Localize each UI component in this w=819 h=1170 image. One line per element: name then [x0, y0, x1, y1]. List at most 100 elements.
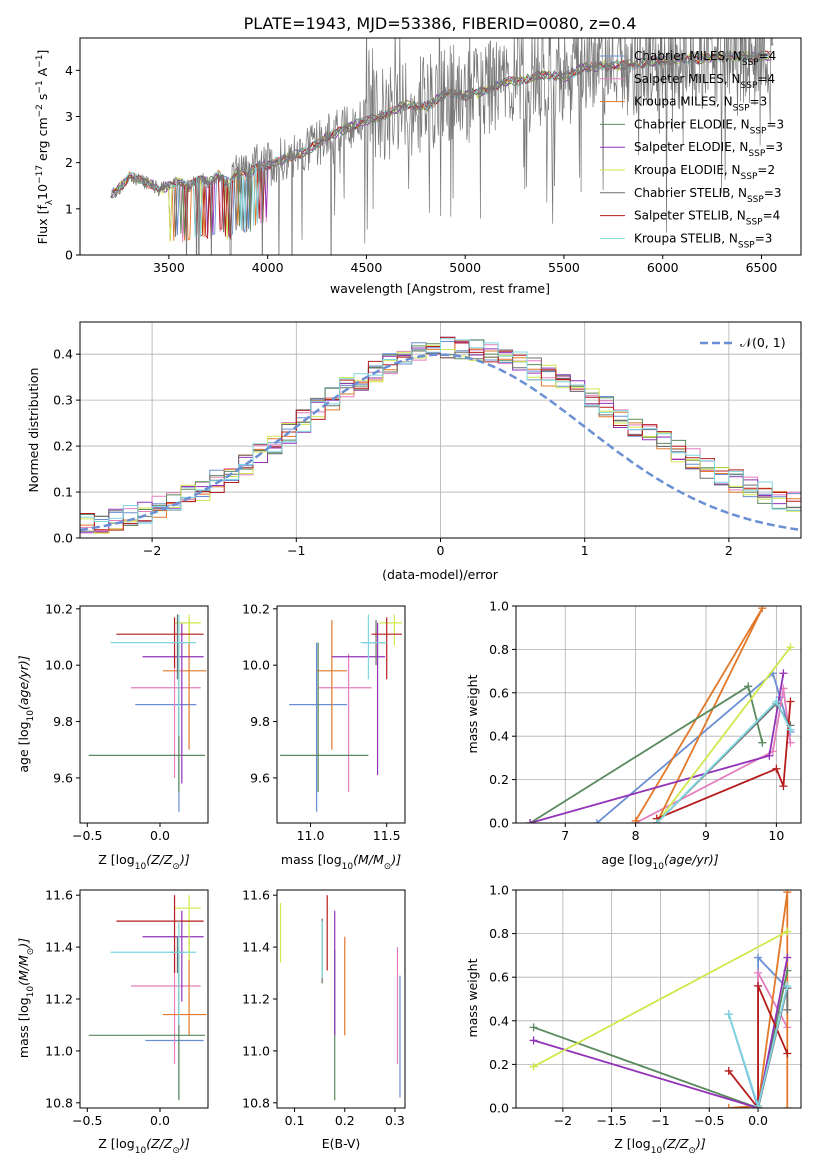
legend-label-kroupa-elodie: Kroupa ELODIE, NSSP=2 [634, 163, 775, 182]
legend-label-chabrier-elodie: Chabrier ELODIE, NSSP=3 [634, 117, 784, 136]
mass-z-x-label: Z [log10(Z/Z⊙)] [98, 1136, 190, 1156]
x-tick-label: 0 [437, 543, 445, 558]
y-tick-label: 11.2 [242, 992, 270, 1007]
spectrum-x-label: wavelength [Angstrom, rest frame] [330, 281, 550, 296]
y-tick-label: 4 [65, 63, 73, 78]
x-tick-label: 6500 [746, 260, 778, 275]
weight-line-kroupa-elodie [533, 930, 788, 1068]
weight-marker-kroupa-miles [758, 606, 767, 613]
legend-label-salpeter-stelib: Salpeter STELIB, NSSP=4 [634, 209, 780, 228]
weight-marker-salpeter-stelib [754, 981, 763, 990]
plot-layer: 3500 4000 4500 5000 5500 6000 6500 0 1 2 3 4 wavelen… [16, 37, 802, 1156]
weight-marker-kroupa-stelib [786, 725, 795, 734]
y-tick-label: 11.2 [45, 992, 73, 1007]
x-tick-label: 8 [632, 828, 640, 843]
y-tick-label: 0.3 [53, 393, 73, 408]
y-tick-label: 10.2 [242, 601, 270, 616]
y-tick-label: 0.4 [489, 1013, 509, 1028]
weight-age-y-label: mass weight [465, 674, 480, 753]
mass-z-y-label: mass [log10(M/M⊙)] [16, 938, 36, 1058]
weight-marker-kroupa-miles [724, 1104, 733, 1108]
x-tick-label: −0.5 [694, 1113, 724, 1128]
x-tick-label: −1.5 [596, 1113, 626, 1128]
y-tick-label: 0.8 [489, 642, 509, 657]
y-tick-label: 3 [65, 109, 73, 124]
weight-age-x-label: age [log10(age/yr)] [601, 852, 718, 872]
y-tick-label: 9.6 [250, 770, 270, 785]
y-tick-label: 0.0 [53, 531, 73, 546]
weight-marker-chabrier-elodie [758, 738, 767, 747]
residuals-y-label: Normed distribution [26, 368, 41, 493]
x-tick-label: 9 [702, 828, 710, 843]
y-tick-label: 10.2 [45, 601, 73, 616]
legend-label-chabrier-stelib: Chabrier STELIB, NSSP=3 [634, 186, 782, 205]
x-tick-label: 0.0 [150, 828, 170, 843]
age-mass-x-label: mass [log10(M/M⊙)] [281, 852, 401, 872]
x-tick-label: 11.5 [373, 828, 401, 843]
y-tick-label: 11.6 [242, 888, 270, 903]
age_vs_mass-frame [276, 605, 406, 824]
y-tick-label: 9.8 [53, 714, 73, 729]
residuals-frame [79, 321, 802, 539]
legend-label-salpeter-elodie: Salpeter ELODIE, NSSP=3 [634, 140, 783, 159]
x-tick-label: −0.5 [72, 828, 102, 843]
y-tick-label: 11.6 [45, 888, 73, 903]
x-tick-label: 5000 [449, 260, 481, 275]
weight-marker-salpeter-elodie [783, 953, 792, 962]
weight-marker-kroupa-elodie [529, 1062, 538, 1071]
weight-marker-salpeter-elodie [779, 669, 788, 678]
x-tick-label: 0.0 [150, 1113, 170, 1128]
age_vs_mass-axes: 11.0 11.5 9.6 9.8 10.0 10.2 [242, 601, 400, 843]
x-tick-label: 7 [561, 828, 569, 843]
weight-line-salpeter-elodie [533, 957, 789, 1108]
legend-label-chabrier-miles: Chabrier MILES, NSSP=4 [634, 49, 776, 68]
x-tick-label: −1 [287, 543, 305, 558]
weight-line-chabrier-stelib [656, 702, 792, 823]
weight-line-salpeter-stelib [728, 985, 789, 1108]
mass_vs_Z-frame [79, 889, 209, 1109]
weight-marker-chabrier-elodie [744, 682, 753, 691]
weight-line-kroupa-elodie [655, 646, 792, 823]
spectrum-frame [79, 37, 802, 256]
weight-marker-salpeter-elodie [765, 751, 774, 760]
weight-line-chabrier-miles [596, 671, 792, 823]
x-tick-label: −1 [651, 1113, 669, 1128]
x-tick-label: 0.1 [285, 1113, 305, 1128]
y-tick-label: 10.8 [242, 1095, 270, 1110]
x-tick-label: 11.0 [297, 828, 325, 843]
age_vs_Z-points [88, 614, 207, 812]
y-tick-label: 9.8 [250, 714, 270, 729]
weight-marker-kroupa-stelib [783, 981, 792, 990]
mass-ebv-x-label: E(B-V) [322, 1136, 361, 1151]
x-tick-label: 2 [725, 543, 733, 558]
x-tick-label: −0.5 [72, 1113, 102, 1128]
x-tick-label: −2 [554, 1113, 572, 1128]
weight-marker-salpeter-stelib [786, 697, 795, 706]
y-tick-label: 0 [65, 248, 73, 263]
figure-title: PLATE=1943, MJD=53386, FIBERID=0080, z=0… [244, 14, 637, 33]
observed-spectrum [110, 38, 774, 255]
y-tick-label: 1.0 [489, 883, 509, 898]
weight-marker-kroupa-stelib [754, 1101, 763, 1108]
weight-marker-salpeter-stelib [724, 1066, 733, 1075]
age_vs_Z-frame [79, 605, 209, 824]
mass_vs_Z-points [88, 895, 207, 1101]
y-tick-label: 9.6 [53, 770, 73, 785]
y-tick-label: 2 [65, 155, 73, 170]
residuals-x-label: (data-model)/error [382, 567, 499, 582]
weight-line-kroupa-stelib [656, 699, 792, 823]
mass_vs_ebv-axes: 0.1 0.2 0.3 10.8 11.0 11.2 11.4 11.6 [242, 888, 405, 1128]
y-tick-label: 0.4 [53, 347, 73, 362]
weight-marker-chabrier-elodie [529, 1023, 538, 1032]
x-tick-label: 3500 [153, 260, 185, 275]
weight-marker-salpeter-elodie [529, 1036, 538, 1045]
weight-marker-kroupa-elodie [786, 643, 795, 652]
y-tick-label: 0.4 [489, 729, 509, 744]
spectrum-axes: 3500 4000 4500 5000 5500 6000 6500 0 1 2 3 4 [65, 63, 777, 275]
weight-line-chabrier-elodie [533, 970, 789, 1108]
x-tick-label: 1 [581, 543, 589, 558]
x-tick-label: 0.3 [385, 1113, 405, 1128]
weight-marker-chabrier-miles [592, 819, 601, 823]
weight-marker-kroupa-miles [783, 890, 792, 897]
weight-marker-kroupa-stelib [772, 697, 781, 706]
